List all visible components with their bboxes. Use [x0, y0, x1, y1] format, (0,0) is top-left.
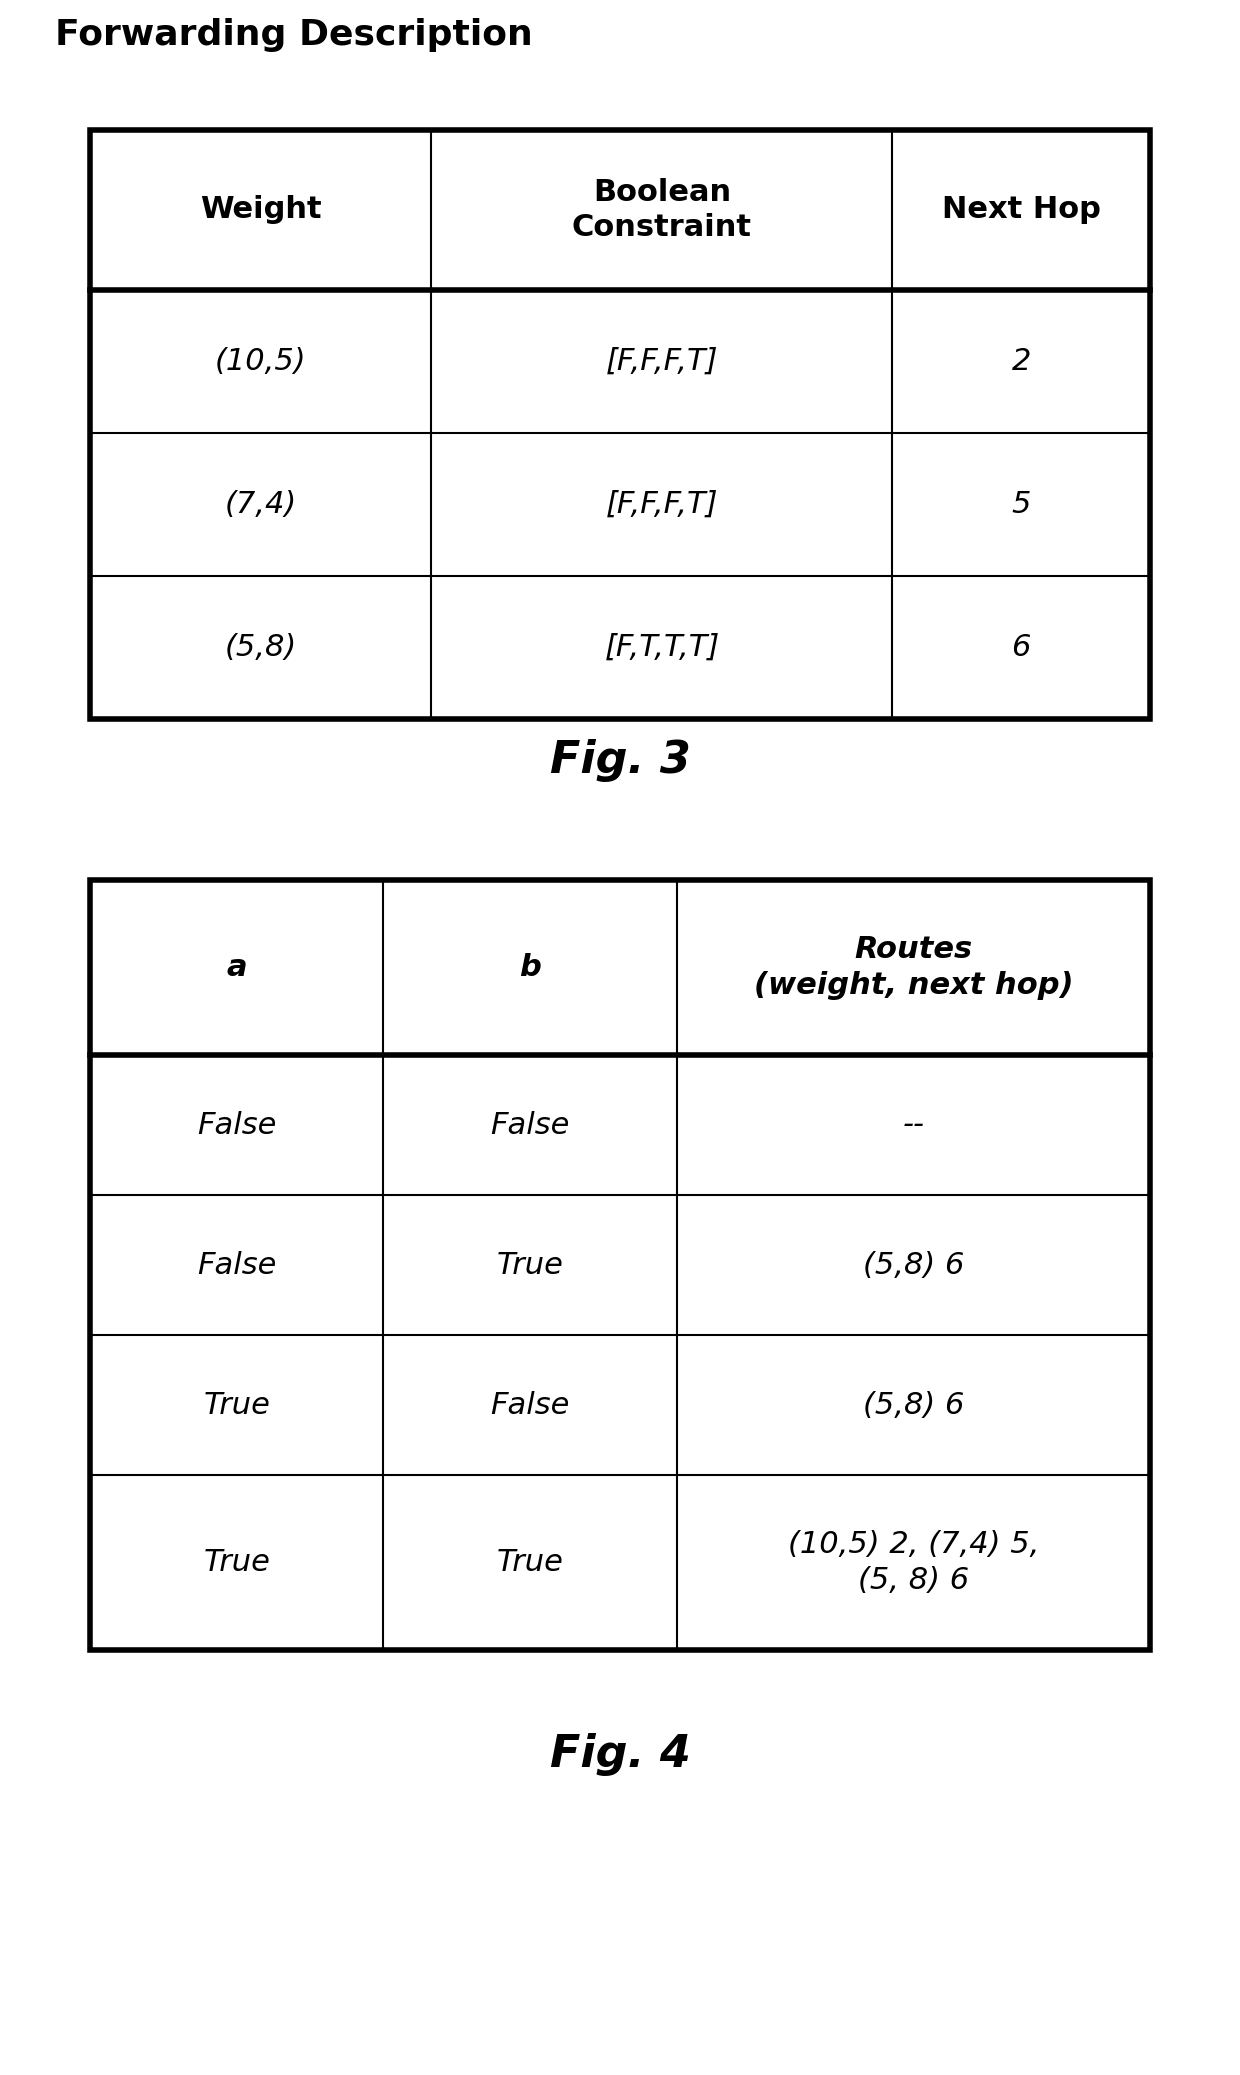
- Text: Routes
(weight, next hop): Routes (weight, next hop): [754, 936, 1074, 1000]
- Text: (5,8): (5,8): [224, 633, 296, 662]
- Text: True: True: [497, 1251, 564, 1280]
- Text: Forwarding Description: Forwarding Description: [55, 19, 533, 52]
- Text: [F,F,F,T]: [F,F,F,T]: [605, 347, 718, 376]
- Text: Boolean
Constraint: Boolean Constraint: [572, 178, 751, 243]
- Text: Fig. 3: Fig. 3: [549, 739, 691, 782]
- Text: (5,8) 6: (5,8) 6: [863, 1390, 965, 1419]
- Text: False: False: [491, 1390, 570, 1419]
- Text: (5,8) 6: (5,8) 6: [863, 1251, 965, 1280]
- Text: (10,5): (10,5): [215, 347, 306, 376]
- Text: (7,4): (7,4): [224, 490, 296, 519]
- Text: Fig. 4: Fig. 4: [549, 1733, 691, 1776]
- Text: True: True: [497, 1548, 564, 1577]
- Text: True: True: [203, 1390, 270, 1419]
- Text: False: False: [491, 1110, 570, 1139]
- Text: [F,T,T,T]: [F,T,T,T]: [604, 633, 719, 662]
- Bar: [91, 131, 1149, 720]
- Text: 5: 5: [1012, 490, 1030, 519]
- Text: --: --: [903, 1110, 925, 1139]
- Text: (10,5) 2, (7,4) 5,
(5, 8) 6: (10,5) 2, (7,4) 5, (5, 8) 6: [787, 1529, 1039, 1596]
- Text: True: True: [203, 1548, 270, 1577]
- Text: Weight: Weight: [200, 195, 321, 224]
- Text: [F,F,F,T]: [F,F,F,T]: [605, 490, 718, 519]
- Text: a: a: [227, 952, 247, 981]
- Text: 2: 2: [1012, 347, 1030, 376]
- Text: Next Hop: Next Hop: [942, 195, 1101, 224]
- Text: b: b: [520, 952, 541, 981]
- Text: False: False: [197, 1110, 277, 1139]
- Text: 6: 6: [1012, 633, 1030, 662]
- Bar: [91, 880, 1149, 1650]
- Text: False: False: [197, 1251, 277, 1280]
